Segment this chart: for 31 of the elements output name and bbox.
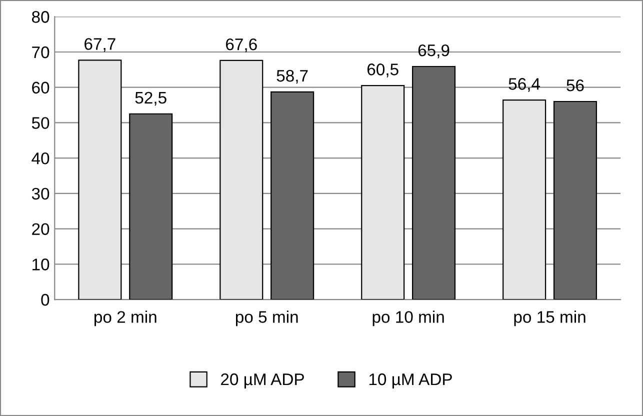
y-tick-label: 0 <box>41 294 50 306</box>
data-label: 65,9 <box>418 44 450 58</box>
y-tick-label: 60 <box>32 82 50 94</box>
bar <box>78 60 122 300</box>
x-tick-label: po 2 min <box>94 310 156 326</box>
bar <box>220 60 264 300</box>
y-tick-label: 50 <box>32 117 50 129</box>
x-tick-label: po 15 min <box>514 310 586 326</box>
bar <box>361 85 405 300</box>
data-label: 67,7 <box>84 38 116 52</box>
data-label: 67,6 <box>226 38 257 52</box>
bar <box>553 100 597 300</box>
y-tick-label: 20 <box>32 223 50 236</box>
legend-label: 10 µM ADP <box>369 373 452 389</box>
y-tick-label: 30 <box>32 188 50 200</box>
bar <box>270 91 314 300</box>
bar <box>412 66 456 300</box>
data-label: 60,5 <box>367 64 398 78</box>
x-tick-label: po 5 min <box>236 310 298 326</box>
legend-label: 20 µM ADP <box>221 373 304 389</box>
data-label: 56,4 <box>508 78 540 92</box>
y-tick-label: 80 <box>32 11 50 23</box>
y-tick-label: 40 <box>32 152 50 164</box>
bar <box>129 113 173 300</box>
data-label: 52,5 <box>135 92 166 106</box>
data-label: 56 <box>566 79 584 92</box>
y-tick-label: 10 <box>32 258 50 270</box>
data-label: 58,7 <box>276 70 308 84</box>
x-tick-label: po 10 min <box>372 310 444 326</box>
y-tick-label: 70 <box>32 46 50 58</box>
bar <box>502 100 546 300</box>
